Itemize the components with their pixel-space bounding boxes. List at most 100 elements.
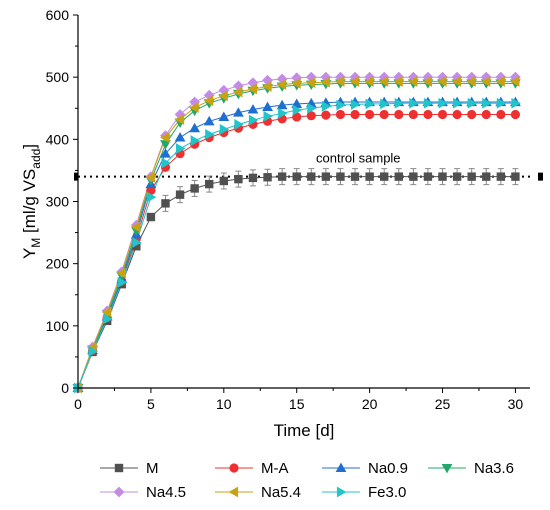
- data-point-Na5.4: [174, 114, 185, 125]
- data-point-Na4.5: [378, 71, 390, 83]
- data-point-Na5.4: [160, 132, 170, 143]
- data-point-M-A: [365, 109, 375, 120]
- data-point-M-A: [292, 112, 302, 122]
- data-point-Fe3.0: [292, 104, 303, 116]
- data-point-Na5.4: [393, 76, 403, 87]
- data-point-Na4.5: [335, 71, 346, 83]
- data-point-Fe3.0: [103, 313, 113, 325]
- data-point-Fe3.0: [380, 98, 390, 110]
- data-point-M: [248, 173, 258, 183]
- data-point-M: [132, 242, 141, 251]
- data-point-M: [467, 172, 476, 181]
- data-point-Fe3.0: [423, 97, 434, 109]
- data-point-Na0.9: [218, 111, 230, 122]
- data-point-Fe3.0: [234, 119, 244, 130]
- data-point-Na4.5: [480, 71, 492, 83]
- data-point-M: [452, 172, 462, 181]
- data-point-Na5.4: [130, 221, 141, 233]
- data-point-Na0.9: [160, 148, 171, 158]
- legend-marker: [229, 463, 239, 473]
- data-point-Fe3.0: [161, 157, 171, 169]
- x-tick-label: 20: [362, 396, 378, 412]
- data-point-Na5.4: [276, 79, 287, 91]
- x-tick-label: 0: [74, 396, 82, 412]
- y-tick-label: 0: [61, 380, 69, 396]
- y-tick-label: 400: [46, 131, 70, 147]
- data-point-M: [175, 190, 185, 199]
- data-point-M-A: [437, 109, 448, 120]
- data-point-Fe3.0: [453, 97, 463, 109]
- data-point-Na5.4: [451, 76, 462, 87]
- legend-label: Fe3.0: [368, 484, 406, 501]
- legend-item-Fe3.0: Fe3.0: [322, 484, 406, 501]
- axes: 0 100 200 300 400 500 600 0 5 10 15 20 25 30 Time [d] Y…: [20, 7, 530, 440]
- data-point-M: [321, 172, 331, 181]
- data-point-M: [292, 172, 301, 181]
- data-point-Na5.4: [291, 77, 301, 89]
- plot-area: control sample: [72, 71, 543, 394]
- data-point-Na5.4: [203, 95, 214, 107]
- data-point-Na0.9: [247, 104, 259, 114]
- data-point-M: [307, 172, 316, 181]
- series-line-Na3.6: [77, 82, 516, 389]
- x-tick-label: 25: [435, 396, 451, 412]
- legend-marker: [335, 462, 347, 473]
- data-point-M-A: [423, 109, 433, 120]
- data-point-Na0.9: [232, 107, 244, 117]
- legend-label: Na3.6: [474, 460, 514, 477]
- data-point-M: [146, 212, 156, 222]
- data-point-M: [219, 176, 229, 186]
- data-point-M-A: [408, 109, 418, 120]
- data-point-Na5.4: [407, 76, 418, 87]
- data-point-M: [350, 172, 360, 181]
- x-tick-label: 10: [216, 396, 232, 412]
- data-point-M: [496, 172, 506, 181]
- legend-marker: [113, 486, 125, 498]
- data-point-Na5.4: [364, 76, 374, 87]
- data-point-Fe3.0: [176, 143, 186, 155]
- data-point-M: [379, 172, 389, 181]
- legend-item-M-A: M-A: [215, 460, 289, 477]
- data-point-Na5.4: [480, 76, 491, 87]
- data-point-Na5.4: [320, 76, 330, 88]
- data-point-Na5.4: [422, 76, 432, 87]
- data-point-Fe3.0: [248, 114, 259, 126]
- data-point-M-A: [496, 109, 506, 120]
- data-point-Fe3.0: [263, 110, 273, 122]
- data-point-Na5.4: [335, 76, 345, 87]
- data-point-Na5.4: [466, 76, 476, 87]
- data-point-M: [263, 173, 272, 182]
- data-point-Na4.5: [189, 96, 201, 108]
- data-point-Na0.9: [189, 122, 201, 133]
- data-point-M: [394, 172, 403, 181]
- data-point-Fe3.0: [336, 99, 346, 111]
- data-point-M-A: [510, 109, 521, 120]
- reference-line-label: control sample: [316, 151, 401, 166]
- legend-marker: [336, 486, 347, 498]
- data-point-Na4.5: [407, 71, 419, 83]
- y-tick-label: 100: [46, 318, 70, 334]
- data-point-M: [438, 172, 447, 181]
- data-point-Fe3.0: [394, 97, 405, 109]
- data-point-M: [511, 172, 520, 181]
- data-point-Fe3.0: [117, 276, 128, 288]
- data-point-Na4.5: [276, 73, 288, 85]
- legend-label: M-A: [261, 460, 289, 477]
- series-line-Na0.9: [77, 101, 516, 389]
- data-point-Fe3.0: [190, 135, 201, 146]
- data-point-Fe3.0: [350, 99, 361, 110]
- x-tick-label: 15: [289, 396, 305, 412]
- data-point-Fe3.0: [219, 123, 230, 135]
- data-point-Na4.5: [203, 89, 215, 101]
- legend-label: Na5.4: [261, 484, 301, 501]
- data-point-Na5.4: [437, 76, 447, 87]
- data-point-Fe3.0: [278, 107, 288, 119]
- y-tick-label: 300: [46, 194, 70, 210]
- reference-line-left-cap: [74, 172, 78, 181]
- data-point-M-A: [335, 109, 346, 120]
- data-point-Na5.4: [510, 76, 520, 87]
- data-point-Fe3.0: [511, 97, 521, 109]
- x-axis-title: Time [d]: [274, 421, 335, 440]
- legend-item-Na4.5: Na4.5: [100, 484, 186, 501]
